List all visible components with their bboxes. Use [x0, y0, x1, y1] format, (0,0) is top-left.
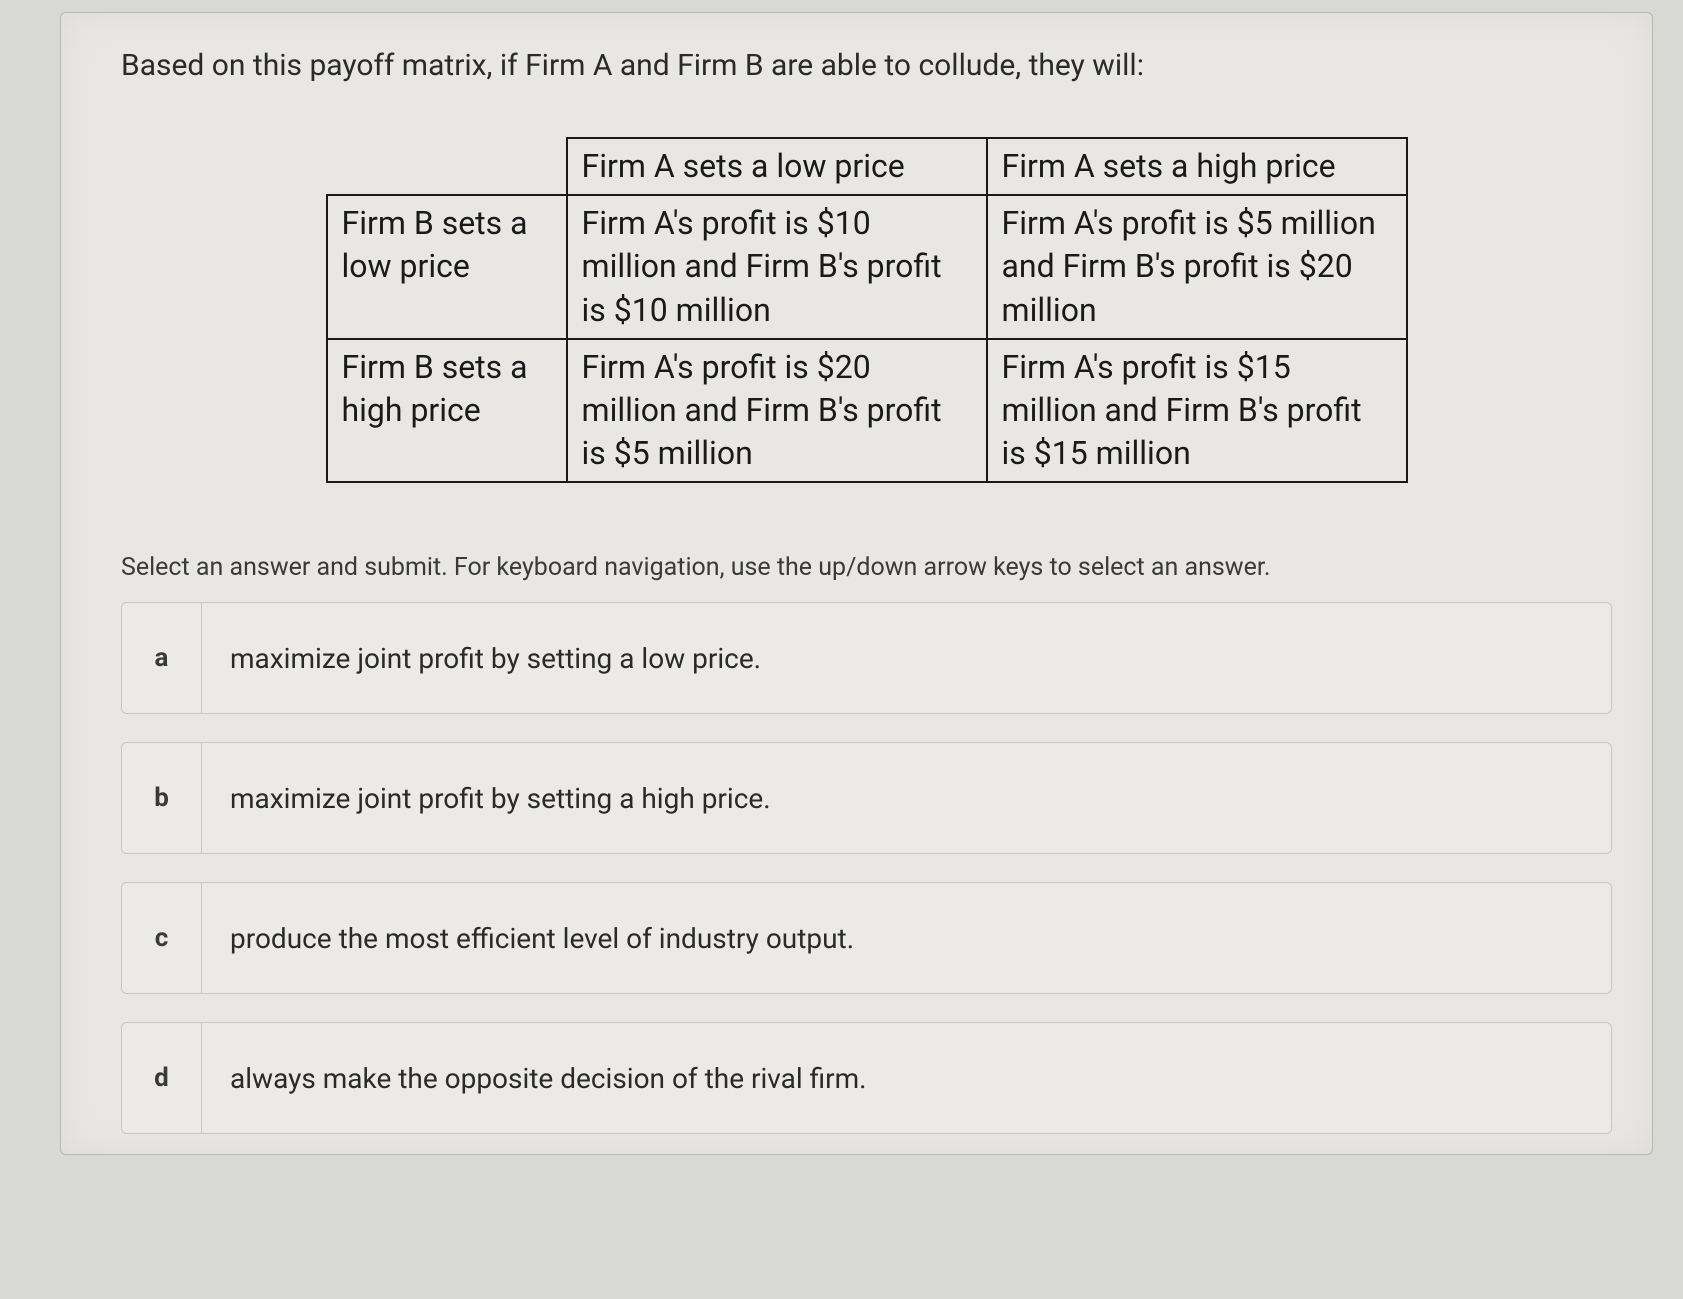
answers-container: a maximize joint profit by setting a low…	[121, 602, 1612, 1134]
answer-text: produce the most efficient level of indu…	[202, 883, 1611, 993]
cell-high-high: Firm A's profit is $15 million and Firm …	[987, 339, 1407, 483]
answer-instruction: Select an answer and submit. For keyboar…	[121, 553, 1612, 582]
cell-low-low: Firm A's profit is $10 million and Firm …	[567, 195, 987, 339]
question-prompt: Based on this payoff matrix, if Firm A a…	[121, 45, 1612, 87]
answer-option-a[interactable]: a maximize joint profit by setting a low…	[122, 603, 1611, 713]
answer-text: always make the opposite decision of the…	[202, 1023, 1611, 1133]
answer-text: maximize joint profit by setting a low p…	[202, 603, 1611, 713]
answer-option-b[interactable]: b maximize joint profit by setting a hig…	[122, 743, 1611, 853]
answer-option-d[interactable]: d always make the opposite decision of t…	[122, 1023, 1611, 1133]
row-header-low: Firm B sets a low price	[327, 195, 567, 339]
answer-letter: b	[122, 743, 202, 853]
payoff-matrix-table: Firm A sets a low price Firm A sets a hi…	[326, 137, 1408, 483]
cell-low-high: Firm A's profit is $5 million and Firm B…	[987, 195, 1407, 339]
answer-letter: a	[122, 603, 202, 713]
answer-option-c[interactable]: c produce the most efficient level of in…	[122, 883, 1611, 993]
question-card: Based on this payoff matrix, if Firm A a…	[60, 12, 1653, 1155]
col-header-high: Firm A sets a high price	[987, 138, 1407, 195]
col-header-low: Firm A sets a low price	[567, 138, 987, 195]
answer-letter: d	[122, 1023, 202, 1133]
row-header-high: Firm B sets a high price	[327, 339, 567, 483]
answer-text: maximize joint profit by setting a high …	[202, 743, 1611, 853]
table-corner-empty	[327, 138, 567, 195]
cell-high-low: Firm A's profit is $20 million and Firm …	[567, 339, 987, 483]
answer-letter: c	[122, 883, 202, 993]
